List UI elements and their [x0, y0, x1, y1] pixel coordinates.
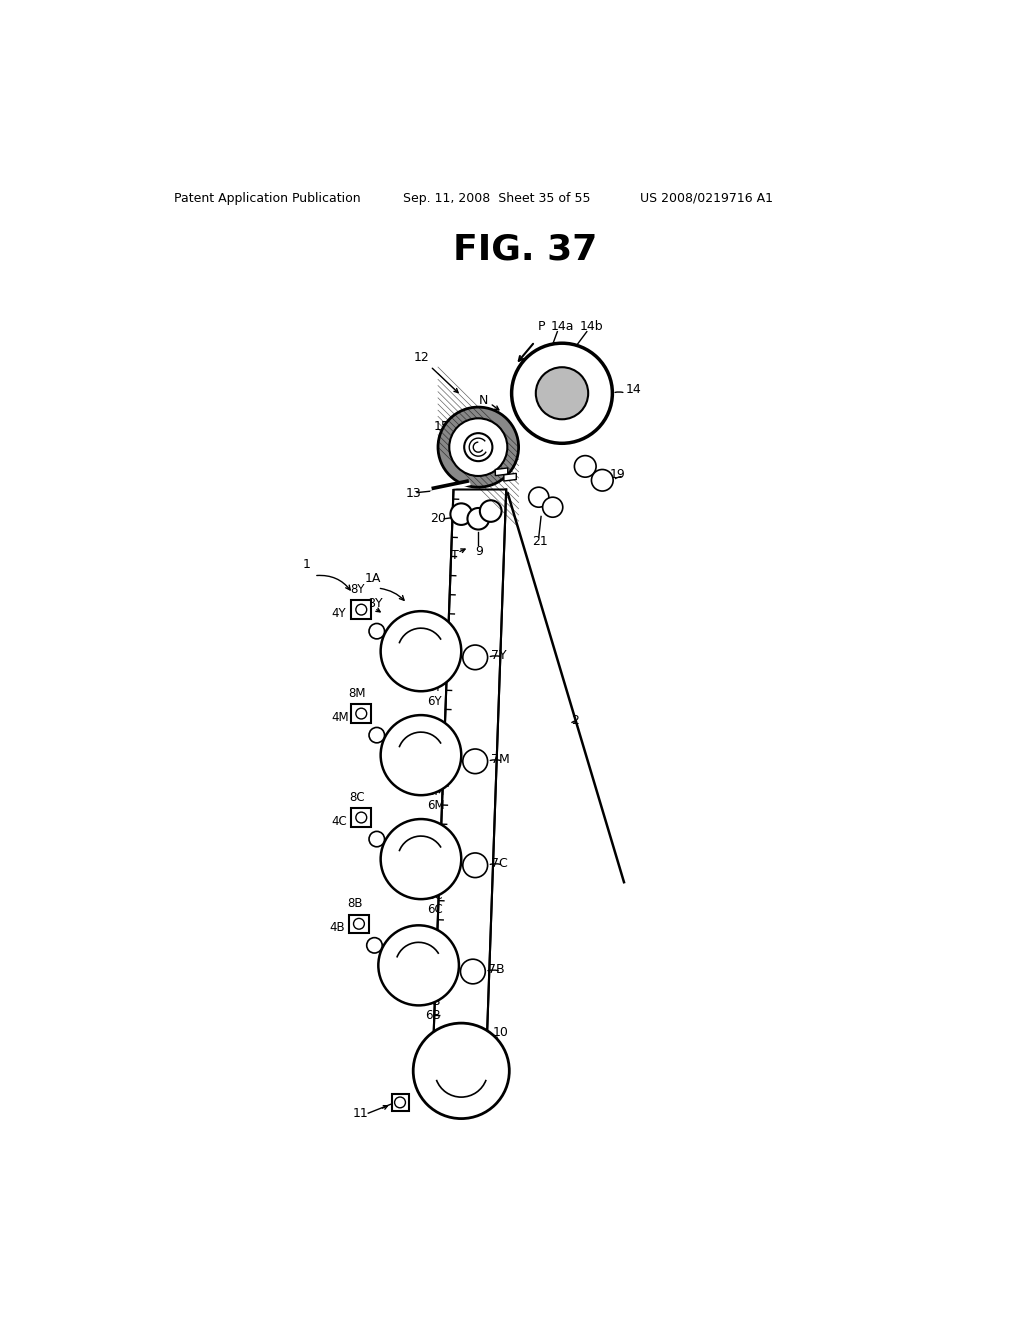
Polygon shape — [432, 490, 506, 1063]
Circle shape — [381, 818, 461, 899]
Text: 3Y: 3Y — [427, 681, 441, 694]
Text: US 2008/0219716 A1: US 2008/0219716 A1 — [640, 191, 772, 205]
Text: 8C: 8C — [349, 791, 366, 804]
Bar — [349, 915, 369, 933]
Circle shape — [356, 605, 367, 615]
Text: 6C: 6C — [427, 903, 443, 916]
Text: 20: 20 — [430, 512, 446, 525]
Circle shape — [592, 470, 613, 491]
Text: 4M: 4M — [332, 711, 349, 723]
Text: 4B: 4B — [330, 921, 345, 935]
Circle shape — [356, 708, 367, 719]
Circle shape — [461, 960, 485, 983]
Circle shape — [353, 919, 365, 929]
Bar — [351, 601, 372, 619]
Circle shape — [438, 407, 518, 487]
Text: 8M: 8M — [348, 686, 367, 700]
Text: 3B: 3B — [425, 995, 440, 1008]
Circle shape — [381, 611, 461, 692]
Circle shape — [463, 748, 487, 774]
Circle shape — [512, 343, 612, 444]
Circle shape — [451, 503, 472, 525]
Circle shape — [463, 853, 487, 878]
Text: 8B: 8B — [347, 898, 362, 911]
Text: 14b: 14b — [580, 319, 603, 333]
Text: 19: 19 — [610, 467, 626, 480]
Text: 10: 10 — [493, 1026, 508, 1039]
Text: 21: 21 — [532, 536, 548, 548]
Text: 2: 2 — [571, 714, 580, 727]
Circle shape — [463, 645, 487, 669]
Text: 9: 9 — [475, 545, 483, 557]
Text: P: P — [538, 319, 546, 333]
Circle shape — [543, 498, 563, 517]
Circle shape — [369, 832, 385, 847]
Text: N: N — [479, 395, 488, 408]
Text: 1: 1 — [302, 558, 310, 572]
Text: T: T — [452, 549, 459, 562]
Text: FIG. 37: FIG. 37 — [453, 232, 597, 267]
Circle shape — [394, 1097, 406, 1107]
Circle shape — [414, 1023, 509, 1118]
Text: Sep. 11, 2008  Sheet 35 of 55: Sep. 11, 2008 Sheet 35 of 55 — [403, 191, 591, 205]
Polygon shape — [496, 469, 508, 475]
Text: Patent Application Publication: Patent Application Publication — [174, 191, 361, 205]
Bar — [351, 808, 372, 826]
Polygon shape — [504, 474, 516, 480]
Text: 13: 13 — [406, 487, 421, 500]
Text: 6B: 6B — [425, 1008, 440, 1022]
Circle shape — [574, 455, 596, 478]
Text: 7Y: 7Y — [490, 649, 506, 663]
Text: 8Y: 8Y — [350, 583, 365, 597]
Circle shape — [369, 727, 385, 743]
Text: 1A: 1A — [365, 572, 381, 585]
Circle shape — [480, 500, 502, 521]
Text: 8Y: 8Y — [367, 597, 382, 610]
Text: 4C: 4C — [332, 814, 347, 828]
Circle shape — [378, 925, 459, 1006]
Text: 7B: 7B — [488, 964, 505, 977]
Text: 6M: 6M — [427, 799, 444, 812]
Text: 3C: 3C — [427, 888, 442, 902]
Circle shape — [381, 715, 461, 795]
Text: 14: 14 — [626, 383, 641, 396]
Text: 11: 11 — [352, 1106, 369, 1119]
Text: 14a: 14a — [550, 319, 573, 333]
Text: 15: 15 — [434, 420, 450, 433]
Bar — [391, 1094, 409, 1111]
Text: 7M: 7M — [490, 754, 510, 767]
Text: 4Y: 4Y — [332, 607, 346, 620]
Circle shape — [369, 623, 385, 639]
Circle shape — [536, 367, 588, 420]
Circle shape — [464, 433, 493, 461]
Bar — [351, 705, 372, 723]
Text: 6Y: 6Y — [427, 694, 441, 708]
Text: 7C: 7C — [490, 857, 508, 870]
Circle shape — [356, 812, 367, 822]
Circle shape — [450, 418, 507, 477]
Text: 12: 12 — [414, 351, 429, 363]
Text: 3M: 3M — [427, 785, 444, 797]
Circle shape — [367, 937, 382, 953]
Circle shape — [528, 487, 549, 507]
Circle shape — [467, 508, 489, 529]
